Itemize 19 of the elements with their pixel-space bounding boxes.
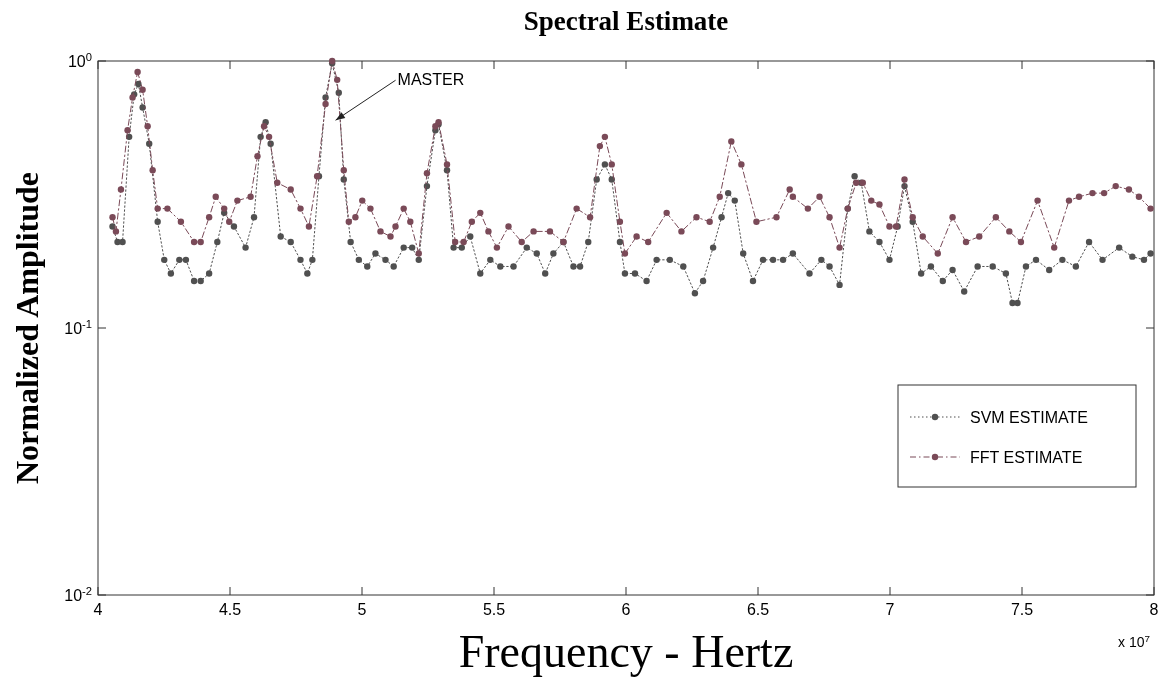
y-axis-title: Normalized Amplitude <box>9 172 45 484</box>
x-tick-label: 8 <box>1149 601 1159 618</box>
legend-label: SVM ESTIMATE <box>970 408 1088 426</box>
annotation: MASTER <box>397 71 465 89</box>
x-tick-label: 4.5 <box>218 601 242 618</box>
text: x 10$^{7}$ <box>1118 632 1150 650</box>
y-tick-label: 10$^{-2}$ <box>64 584 92 604</box>
x-axis-title: Frequency - Hertz <box>458 626 794 677</box>
chart-title: Spectral Estimate <box>523 6 729 36</box>
x-tick-label: 7 <box>885 601 895 618</box>
y-tick-label: 10$^{-1}$ <box>64 317 92 337</box>
x-tick-label: 5 <box>357 601 367 618</box>
x-tick-label: 6.5 <box>746 601 770 618</box>
legend-label: FFT ESTIMATE <box>970 448 1083 466</box>
x-tick-label: 6 <box>621 601 631 618</box>
y-tick-label: 10$^{0}$ <box>67 50 92 70</box>
x-tick-label: 4 <box>93 601 103 618</box>
x-tick-label: 5.5 <box>482 601 506 618</box>
x-tick-label: 7.5 <box>1010 601 1034 618</box>
